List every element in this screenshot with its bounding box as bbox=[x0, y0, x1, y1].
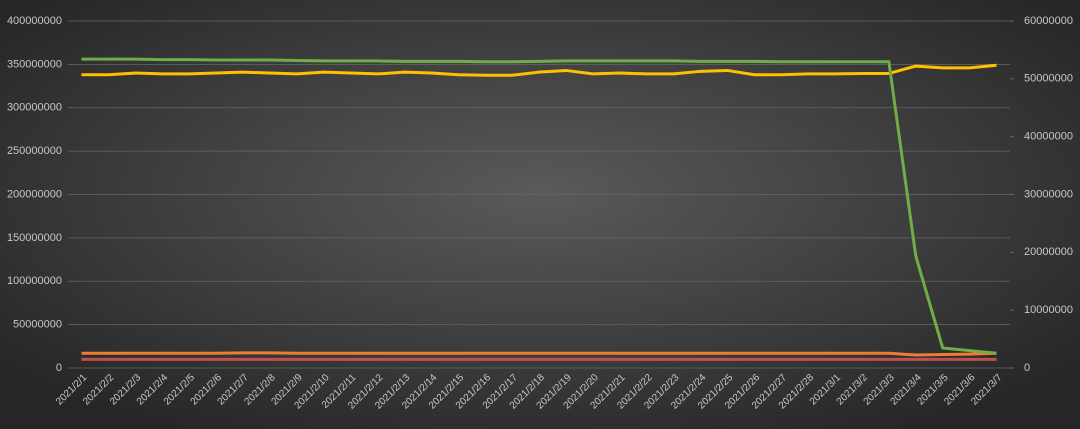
y2-tick-label: 0 bbox=[1024, 362, 1030, 374]
y-tick-label: 200000000 bbox=[7, 188, 62, 200]
y-tick-label: 350000000 bbox=[7, 58, 62, 70]
y-tick-label: 150000000 bbox=[7, 232, 62, 244]
y2-tick-label: 30000000 bbox=[1024, 188, 1073, 200]
y-tick-label: 400000000 bbox=[7, 15, 62, 27]
y-tick-label: 250000000 bbox=[7, 145, 62, 157]
y-tick-label: 50000000 bbox=[13, 319, 62, 331]
y-tick-label: 100000000 bbox=[7, 275, 62, 287]
y2-tick-label: 40000000 bbox=[1024, 131, 1073, 143]
y2-tick-label: 60000000 bbox=[1024, 15, 1073, 27]
y2-tick-label: 20000000 bbox=[1024, 246, 1073, 258]
series-line bbox=[81, 57, 997, 355]
y2-tick-label: 10000000 bbox=[1024, 304, 1073, 316]
y-tick-label: 0 bbox=[56, 362, 62, 374]
y2-tick-label: 50000000 bbox=[1024, 73, 1073, 85]
series-line bbox=[81, 351, 997, 357]
y-tick-label: 300000000 bbox=[7, 102, 62, 114]
series-line bbox=[81, 63, 997, 77]
